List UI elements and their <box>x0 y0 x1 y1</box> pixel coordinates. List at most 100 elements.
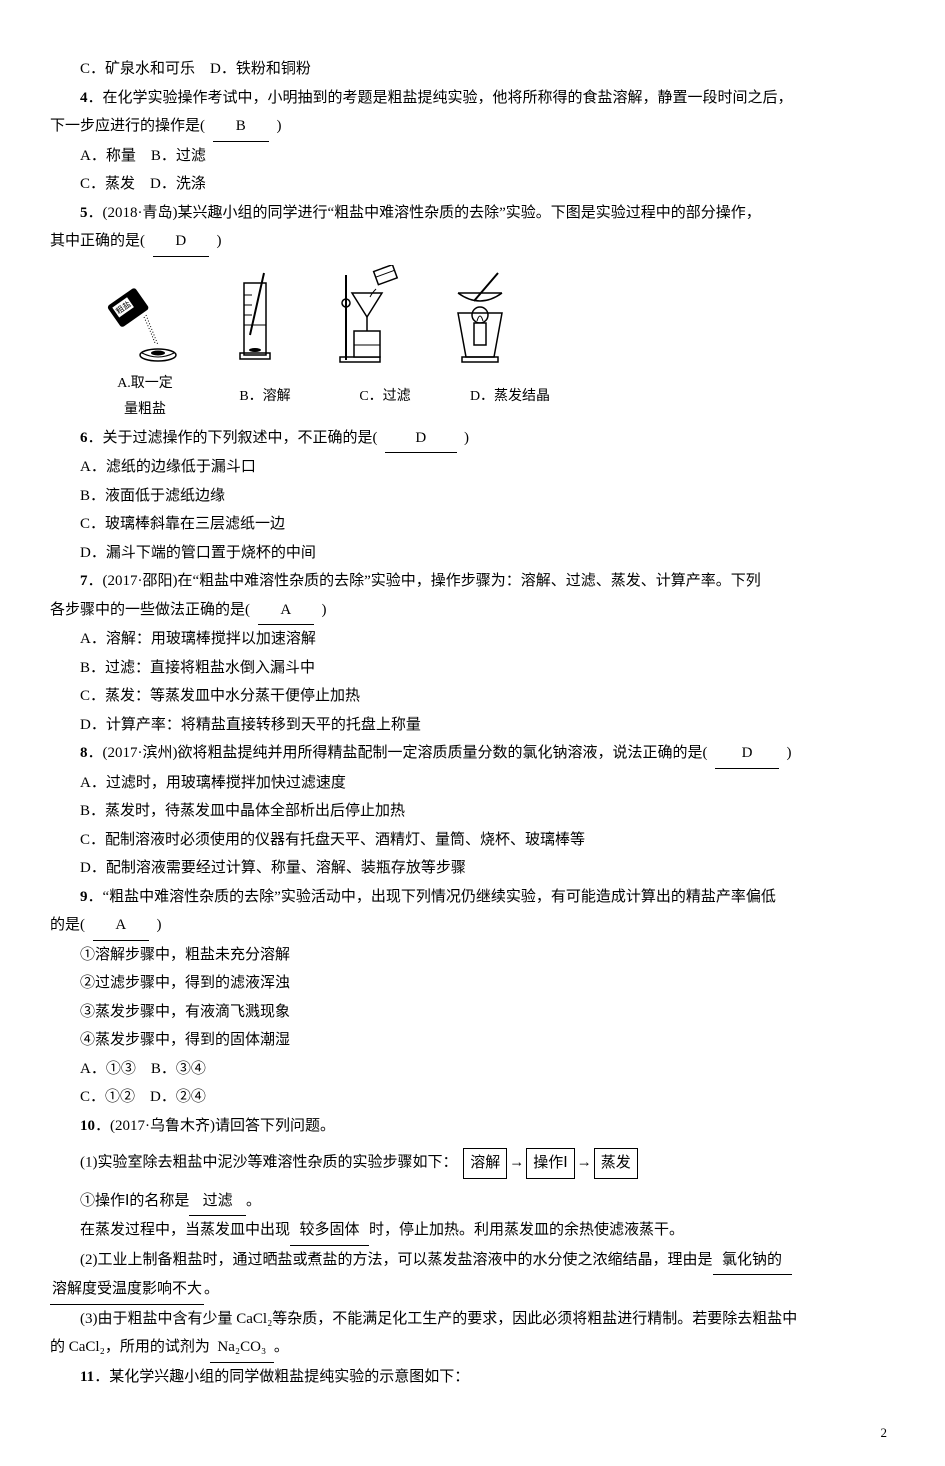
q10-stem: 10．(2017·乌鲁木齐)请回答下列问题。 <box>50 1112 895 1141</box>
q8-answer-blank: D <box>715 739 779 769</box>
q7-stem2: 各步骤中的一些做法正确的是( A) <box>50 596 895 626</box>
q9-item4: ④蒸发步骤中，得到的固体潮湿 <box>80 1032 290 1048</box>
q6-close-paren: ) <box>464 430 469 446</box>
q10-p3-pre: (3)由于粗盐中含有少量 CaCl₂等杂质，不能满足化工生产的要求，因此必须将粗… <box>80 1311 797 1327</box>
fig-c <box>320 265 410 365</box>
q10-p2-pre: (2)工业上制备粗盐时，通过晒盐或煮盐的方法，可以蒸发盐溶液中的水分使之浓缩结晶… <box>80 1252 713 1268</box>
q11-number: 11 <box>80 1369 94 1385</box>
q5-answer-blank: D <box>153 227 210 257</box>
q11-stem: 11．某化学兴趣小组的同学做粗盐提纯实验的示意图如下： <box>50 1363 895 1392</box>
arrow-icon: → <box>577 1155 592 1171</box>
filter-icon <box>320 265 410 365</box>
page-number: 2 <box>50 1421 895 1446</box>
q10-p1c-ans: 较多固体 <box>290 1216 369 1246</box>
q7-stem: 7．(2017·邵阳)在“粗盐中难溶性杂质的去除”实验中，操作步骤为：溶解、过滤… <box>50 567 895 596</box>
q4-options-cd: C．蒸发 D．洗涤 <box>80 176 206 192</box>
q10-p1c-pre: 在蒸发过程中，当蒸发皿中出现 <box>80 1222 290 1238</box>
q10-p1c: 在蒸发过程中，当蒸发皿中出现较多固体时，停止加热。利用蒸发皿的余热使滤液蒸干。 <box>50 1216 895 1246</box>
q4-stem-text2: 下一步应进行的操作是( <box>50 118 205 134</box>
q4-stem: 4．在化学实验操作考试中，小明抽到的考题是粗盐提纯实验，他将所称得的食盐溶解，静… <box>50 84 895 113</box>
q9-stem2: 的是( A) <box>50 911 895 941</box>
q5-figures: 粗盐 <box>100 265 895 365</box>
evaporate-icon <box>440 265 520 365</box>
fig-b <box>220 265 290 365</box>
q8-opt-d: D．配制溶液需要经过计算、称量、溶解、装瓶存放等步骤 <box>80 860 466 876</box>
q10-stem-text: ．(2017·乌鲁木齐)请回答下列问题。 <box>95 1118 335 1134</box>
q10-p2-ans1: 氯化钠的 <box>713 1246 792 1276</box>
q4-number: 4 <box>80 90 88 106</box>
q6-opt-d: D．漏斗下端的管口置于烧杯的中间 <box>80 545 316 561</box>
q5-stem-text2: 其中正确的是( <box>50 233 145 249</box>
q4-stem-text1: ．在化学实验操作考试中，小明抽到的考题是粗盐提纯实验，他将所称得的食盐溶解，静置… <box>88 90 793 106</box>
q6-opt-a: A．滤纸的边缘低于漏斗口 <box>80 459 256 475</box>
pour-salt-icon: 粗盐 <box>100 275 190 365</box>
flow-box-dissolve: 溶解 <box>463 1148 507 1179</box>
q6-number: 6 <box>80 430 88 446</box>
q5-stem: 5．(2018·青岛)某兴趣小组的同学进行“粗盐中难溶性杂质的去除”实验。下图是… <box>50 199 895 228</box>
q8-stem: 8．(2017·滨州)欲将粗盐提纯并用所得精盐配制一定溶质质量分数的氯化钠溶液，… <box>50 739 895 769</box>
q6-answer-blank: D <box>385 424 457 454</box>
fig-d <box>440 265 520 365</box>
q4-stem2: 下一步应进行的操作是( B) <box>50 112 895 142</box>
cap-c: C．过滤 <box>340 384 430 411</box>
cap-d: D．蒸发结晶 <box>460 384 560 411</box>
arrow-icon: → <box>509 1155 524 1171</box>
q8-opt-a: A．过滤时，用玻璃棒搅拌加快过滤速度 <box>80 775 346 791</box>
q9-answer-blank: A <box>93 911 150 941</box>
q6-opt-c: C．玻璃棒斜靠在三层滤纸一边 <box>80 516 285 532</box>
q5-number: 5 <box>80 205 88 221</box>
cap-b: B．溶解 <box>220 384 310 411</box>
q11-stem-text: ．某化学兴趣小组的同学做粗盐提纯实验的示意图如下： <box>94 1369 469 1385</box>
q9-stem: 9．“粗盐中难溶性杂质的去除”实验活动中，出现下列情况仍继续实验，有可能造成计算… <box>50 883 895 912</box>
q8-opt-b: B．蒸发时，待蒸发皿中晶体全部析出后停止加热 <box>80 803 405 819</box>
q10-p2-ans2: 溶解度受温度影响不大 <box>50 1275 204 1305</box>
q10-p2: (2)工业上制备粗盐时，通过晒盐或煮盐的方法，可以蒸发盐溶液中的水分使之浓缩结晶… <box>50 1246 895 1276</box>
q10-p1a-text: (1)实验室除去粗盐中泥沙等难溶性杂质的实验步骤如下： <box>80 1155 458 1171</box>
q4-answer-blank: B <box>213 112 270 142</box>
q7-answer-blank: A <box>258 596 315 626</box>
q4-close-paren: ) <box>277 118 282 134</box>
q4-options-ab: A．称量 B．过滤 <box>80 148 206 164</box>
q7-stem-text2: 各步骤中的一些做法正确的是( <box>50 602 250 618</box>
q10-p2-post: 。 <box>204 1281 219 1297</box>
q6-stem-text: ．关于过滤操作的下列叙述中，不正确的是( <box>88 430 378 446</box>
q5-stem2: 其中正确的是( D) <box>50 227 895 257</box>
fig-a: 粗盐 <box>100 275 190 365</box>
q8-opt-c: C．配制溶液时必须使用的仪器有托盘天平、酒精灯、量筒、烧杯、玻璃棒等 <box>80 832 585 848</box>
q7-number: 7 <box>80 573 88 589</box>
q7-opt-c: C．蒸发：等蒸发皿中水分蒸干便停止加热 <box>80 688 360 704</box>
q5-captions: A.取一定 量粗盐 B．溶解 C．过滤 D．蒸发结晶 <box>100 371 895 424</box>
q10-p1b: ①操作Ⅰ的名称是过滤。 <box>50 1187 895 1217</box>
q3-options-cd: C．矿泉水和可乐 D．铁粉和铜粉 <box>80 61 311 77</box>
q10-p3-cont: 的 CaCl₂，所用的试剂为Na₂CO₃。 <box>50 1333 895 1363</box>
cap-a: A.取一定 量粗盐 <box>100 371 190 424</box>
q9-number: 9 <box>80 889 88 905</box>
q9-stem-text1: ．“粗盐中难溶性杂质的去除”实验活动中，出现下列情况仍继续实验，有可能造成计算出… <box>88 889 776 905</box>
flow-box-op1: 操作Ⅰ <box>526 1148 574 1179</box>
q5-stem-text1: ．(2018·青岛)某兴趣小组的同学进行“粗盐中难溶性杂质的去除”实验。下图是实… <box>88 205 761 221</box>
q10-p1b-post: 。 <box>246 1193 261 1209</box>
q6-stem: 6．关于过滤操作的下列叙述中，不正确的是( D) <box>50 424 895 454</box>
dissolve-icon <box>220 265 290 365</box>
q8-stem-text: ．(2017·滨州)欲将粗盐提纯并用所得精盐配制一定溶质质量分数的氯化钠溶液，说… <box>88 745 708 761</box>
q10-p1b-ans: 过滤 <box>189 1187 246 1217</box>
q10-p3-mid: 的 CaCl₂，所用的试剂为 <box>50 1339 210 1355</box>
q10-p1-flow: (1)实验室除去粗盐中泥沙等难溶性杂质的实验步骤如下： 溶解→操作Ⅰ→蒸发 <box>50 1148 895 1179</box>
q7-opt-b: B．过滤：直接将粗盐水倒入漏斗中 <box>80 660 315 676</box>
q9-item1: ①溶解步骤中，粗盐未充分溶解 <box>80 947 290 963</box>
cap-a-line1: A.取一定 <box>100 371 190 398</box>
flow-box-evap: 蒸发 <box>594 1148 638 1179</box>
q10-p1c-post: 时，停止加热。利用蒸发皿的余热使滤液蒸干。 <box>369 1222 684 1238</box>
q8-close-paren: ) <box>787 745 792 761</box>
q6-opt-b: B．液面低于滤纸边缘 <box>80 488 225 504</box>
q10-number: 10 <box>80 1118 95 1134</box>
q7-close-paren: ) <box>322 602 327 618</box>
q9-close-paren: ) <box>157 917 162 933</box>
q9-options-ab: A．①③ B．③④ <box>80 1061 206 1077</box>
q7-stem-text1: ．(2017·邵阳)在“粗盐中难溶性杂质的去除”实验中，操作步骤为：溶解、过滤、… <box>88 573 761 589</box>
q10-p3: (3)由于粗盐中含有少量 CaCl₂等杂质，不能满足化工生产的要求，因此必须将粗… <box>50 1305 895 1334</box>
cap-a-line2: 量粗盐 <box>100 397 190 424</box>
q9-item2: ②过滤步骤中，得到的滤液浑浊 <box>80 975 290 991</box>
q9-stem-text2: 的是( <box>50 917 85 933</box>
q5-close-paren: ) <box>217 233 222 249</box>
